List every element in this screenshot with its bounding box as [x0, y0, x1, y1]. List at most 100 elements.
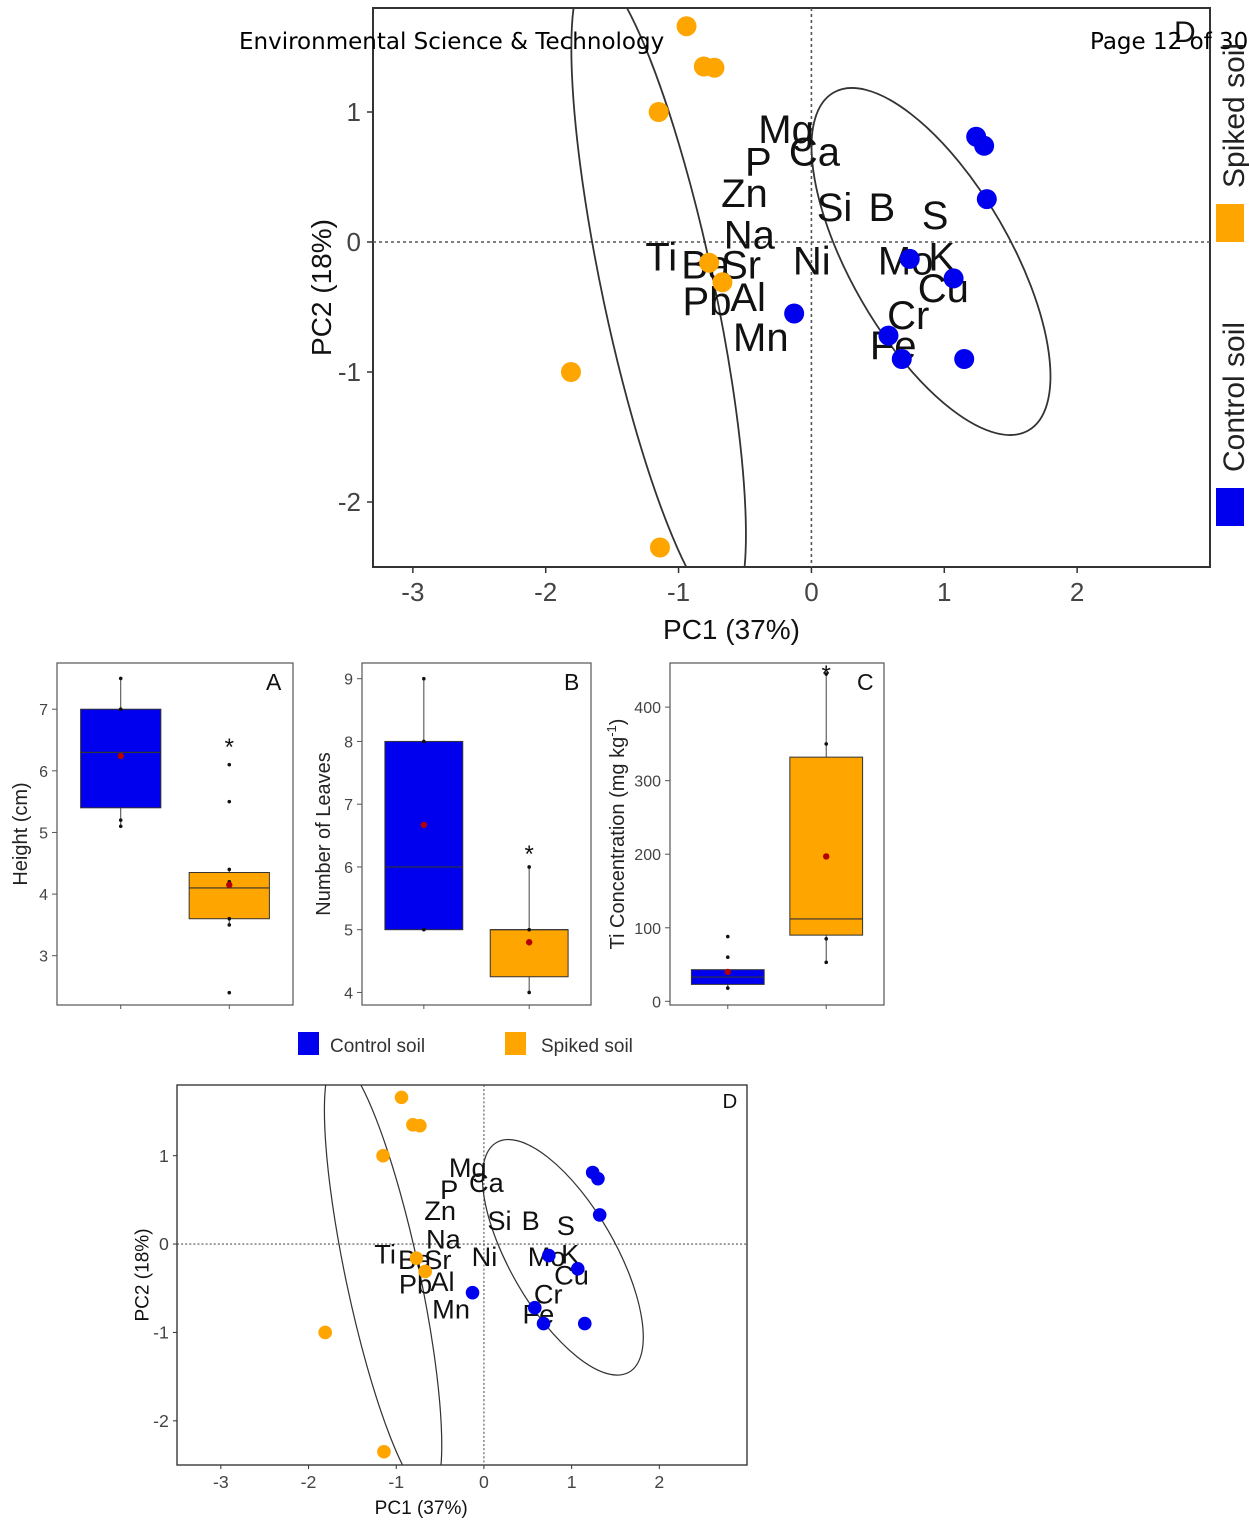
x-tick-label: 0 [479, 1472, 489, 1492]
data-point [648, 102, 669, 122]
panel-letter: D [1174, 16, 1196, 49]
variable-label: Mn [432, 1293, 470, 1324]
outlier-point [725, 955, 730, 959]
variable-label: Mg [449, 1152, 487, 1183]
variable-label: Si [487, 1205, 511, 1236]
data-point [418, 1264, 432, 1279]
page-header: Environmental Science & Technology Page … [239, 29, 1248, 55]
outlier-point [118, 676, 123, 681]
data-point [649, 537, 670, 558]
y-tick-label: 4 [344, 985, 353, 1002]
variable-label: B [522, 1205, 540, 1236]
legend-swatch-spiked [1216, 204, 1244, 242]
outlier-point [527, 990, 531, 995]
y-tick-label: -1 [153, 1323, 169, 1343]
outlier-point [824, 960, 829, 965]
legend-label-control: Control soil [1218, 322, 1249, 472]
variable-label: B [869, 186, 896, 230]
outlier-point [227, 867, 232, 872]
legend-bottom: Control soil Spiked soil [298, 1032, 633, 1057]
box [489, 929, 569, 978]
y-axis-title: PC2 (18%) [306, 219, 337, 356]
plot-frame [669, 662, 885, 1006]
data-point [570, 1262, 585, 1276]
outlier-point [227, 923, 232, 927]
plot-area: MgCaPZnNaTiBaSrPbAlMnSiBSNiMoKCuCrFe [318, 1085, 644, 1465]
variable-label: Al [730, 276, 766, 320]
data-point [377, 1444, 391, 1459]
legend-swatch-control [1216, 488, 1244, 526]
data-point [577, 1316, 592, 1331]
data-point [465, 1285, 480, 1300]
variable-label: Al [430, 1266, 454, 1297]
outlier-point [527, 927, 531, 932]
legend-label-spiked: Spiked soil [1218, 43, 1249, 188]
data-point [976, 189, 997, 210]
box [188, 872, 270, 920]
outlier-point [824, 937, 829, 941]
significance-star: * [524, 841, 533, 868]
legend-label-control: Control soil [330, 1036, 425, 1057]
outlier-point [118, 818, 123, 822]
data-point [878, 325, 899, 346]
outlier-point [118, 824, 123, 829]
y-tick-label: 1 [347, 97, 361, 127]
outlier-point [118, 707, 123, 712]
mean-point [420, 821, 428, 829]
outlier-point [527, 865, 531, 869]
significance-star: * [225, 734, 234, 761]
data-point [536, 1316, 551, 1331]
legend-swatch-spiked [505, 1032, 526, 1055]
outlier-point [422, 739, 426, 744]
panel-letter: D [723, 1091, 738, 1113]
data-point [676, 16, 697, 37]
y-tick-label: -2 [338, 487, 361, 517]
journal-title: Environmental Science & Technology [239, 29, 664, 55]
data-point [592, 1208, 607, 1222]
outlier-point [725, 986, 730, 990]
plot-frame [56, 662, 294, 1006]
y-tick-label: 6 [39, 764, 48, 781]
legend-swatch-control [298, 1032, 319, 1055]
confidence-ellipse [810, 87, 1052, 436]
data-point [542, 1248, 556, 1263]
variable-label: Mn [733, 316, 789, 360]
variable-label: Ca [469, 1167, 505, 1198]
x-tick-label: -1 [388, 1472, 404, 1492]
variable-label: Na [724, 214, 776, 258]
y-tick-label: 6 [344, 860, 353, 877]
data-point [699, 252, 720, 273]
x-axis-title: PC1 (37%) [663, 614, 800, 645]
data-point [899, 248, 920, 269]
variable-label: Ti [374, 1239, 396, 1270]
x-tick-label: 2 [654, 1472, 664, 1492]
y-tick-label: 9 [344, 672, 353, 689]
data-point [943, 268, 964, 289]
plot-area: MgCaPZnNaTiBaSrPbAlMnSiBSNiMoKCuCrFe [560, 8, 1052, 567]
data-point [560, 362, 581, 382]
y-tick-label: 200 [634, 847, 661, 864]
page-number: Page 12 of 30 [1090, 29, 1248, 55]
variable-label: Zn [721, 172, 768, 216]
panel-letter: A [266, 669, 282, 695]
outlier-point [227, 990, 232, 995]
x-tick-label: 0 [804, 577, 818, 607]
variable-label: P [745, 141, 772, 185]
y-tick-label: 3 [39, 949, 48, 966]
chart-C-ti: 0 100 200 300 400 Ti Concentration (mg kg-1) *… [604, 661, 885, 1011]
data-point [704, 57, 725, 78]
variable-label: Ti [645, 236, 677, 280]
panel-letter: C [857, 669, 874, 695]
plot-frame [372, 7, 1211, 568]
plot-frame [176, 1084, 748, 1466]
mean-point [117, 752, 124, 760]
x-tick-label: -3 [401, 577, 424, 607]
variable-label: Ni [472, 1241, 498, 1272]
variable-label: Ca [789, 130, 841, 174]
data-point [409, 1251, 424, 1266]
y-tick-label: -2 [153, 1411, 169, 1431]
y-tick-label: -1 [338, 357, 361, 387]
data-point [784, 303, 805, 324]
y-tick-label: 0 [347, 227, 361, 257]
